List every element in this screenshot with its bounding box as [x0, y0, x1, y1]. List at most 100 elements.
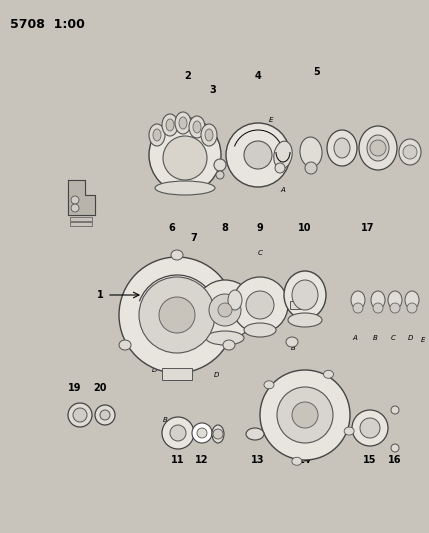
Circle shape	[305, 162, 317, 174]
Circle shape	[403, 145, 417, 159]
Circle shape	[218, 303, 232, 317]
Circle shape	[292, 402, 318, 428]
Ellipse shape	[201, 124, 217, 146]
Ellipse shape	[193, 121, 201, 133]
Ellipse shape	[171, 250, 183, 260]
Ellipse shape	[149, 124, 165, 146]
Ellipse shape	[288, 313, 322, 327]
Bar	[70, 222, 92, 226]
Bar	[143, 58, 418, 520]
Circle shape	[195, 280, 255, 340]
Circle shape	[232, 277, 288, 333]
Text: C: C	[390, 335, 396, 341]
Text: 5708  1:00: 5708 1:00	[10, 18, 85, 31]
Ellipse shape	[166, 119, 174, 131]
Ellipse shape	[189, 116, 205, 138]
Circle shape	[73, 408, 87, 422]
Ellipse shape	[367, 135, 389, 161]
Ellipse shape	[246, 428, 264, 440]
Text: A: A	[353, 335, 357, 341]
Text: 5: 5	[314, 67, 320, 77]
Ellipse shape	[300, 137, 322, 167]
Text: 14: 14	[298, 455, 312, 465]
Text: E: E	[269, 117, 273, 123]
Text: B: B	[163, 417, 167, 423]
Ellipse shape	[284, 271, 326, 319]
Ellipse shape	[264, 381, 274, 389]
Ellipse shape	[344, 427, 354, 435]
Text: 17: 17	[361, 223, 375, 233]
Text: A: A	[281, 187, 285, 193]
Ellipse shape	[292, 280, 318, 310]
Ellipse shape	[155, 181, 215, 195]
Text: D: D	[151, 367, 157, 373]
Ellipse shape	[228, 290, 242, 310]
Circle shape	[246, 291, 274, 319]
Text: B: B	[373, 335, 378, 341]
Text: C: C	[257, 250, 263, 256]
Ellipse shape	[212, 425, 224, 443]
Ellipse shape	[399, 139, 421, 165]
Ellipse shape	[359, 126, 397, 170]
Text: 15: 15	[363, 455, 377, 465]
Ellipse shape	[351, 291, 365, 309]
Bar	[290, 301, 300, 309]
Polygon shape	[68, 180, 95, 215]
Ellipse shape	[292, 457, 302, 465]
Text: E: E	[421, 337, 425, 343]
Circle shape	[71, 204, 79, 212]
Circle shape	[100, 410, 110, 420]
Circle shape	[260, 370, 350, 460]
Circle shape	[275, 163, 285, 173]
Ellipse shape	[206, 331, 244, 345]
Circle shape	[162, 417, 194, 449]
Circle shape	[192, 423, 212, 443]
Text: 10: 10	[298, 223, 312, 233]
Circle shape	[353, 303, 363, 313]
Text: 19: 19	[68, 383, 82, 393]
Ellipse shape	[388, 291, 402, 309]
Text: 20: 20	[93, 383, 107, 393]
Ellipse shape	[323, 370, 333, 378]
Bar	[70, 217, 92, 221]
Circle shape	[209, 294, 241, 326]
Circle shape	[68, 403, 92, 427]
Circle shape	[119, 257, 235, 373]
Text: 1: 1	[97, 290, 103, 300]
Text: 13: 13	[251, 455, 265, 465]
Ellipse shape	[371, 291, 385, 309]
Text: B: B	[290, 345, 296, 351]
Circle shape	[277, 387, 333, 443]
Circle shape	[213, 429, 223, 439]
Circle shape	[214, 159, 226, 171]
Bar	[162, 368, 192, 380]
Circle shape	[244, 141, 272, 169]
Ellipse shape	[274, 141, 292, 169]
Circle shape	[391, 444, 399, 452]
Text: 6: 6	[169, 223, 175, 233]
Text: 4: 4	[255, 71, 261, 81]
Ellipse shape	[149, 117, 221, 192]
Text: D: D	[214, 372, 220, 378]
Circle shape	[407, 303, 417, 313]
Ellipse shape	[175, 112, 191, 134]
Ellipse shape	[327, 130, 357, 166]
Circle shape	[226, 123, 290, 187]
Circle shape	[352, 410, 388, 446]
Text: 7: 7	[190, 233, 197, 243]
Ellipse shape	[223, 340, 235, 350]
Circle shape	[197, 428, 207, 438]
Text: 2: 2	[184, 71, 191, 81]
Circle shape	[370, 140, 386, 156]
Circle shape	[159, 297, 195, 333]
Ellipse shape	[162, 114, 178, 136]
Ellipse shape	[334, 138, 350, 158]
Text: 3: 3	[210, 85, 216, 95]
Text: 9: 9	[257, 223, 263, 233]
Ellipse shape	[405, 291, 419, 309]
Circle shape	[139, 277, 215, 353]
Circle shape	[170, 425, 186, 441]
Ellipse shape	[119, 340, 131, 350]
Circle shape	[163, 136, 207, 180]
Text: 8: 8	[221, 223, 228, 233]
